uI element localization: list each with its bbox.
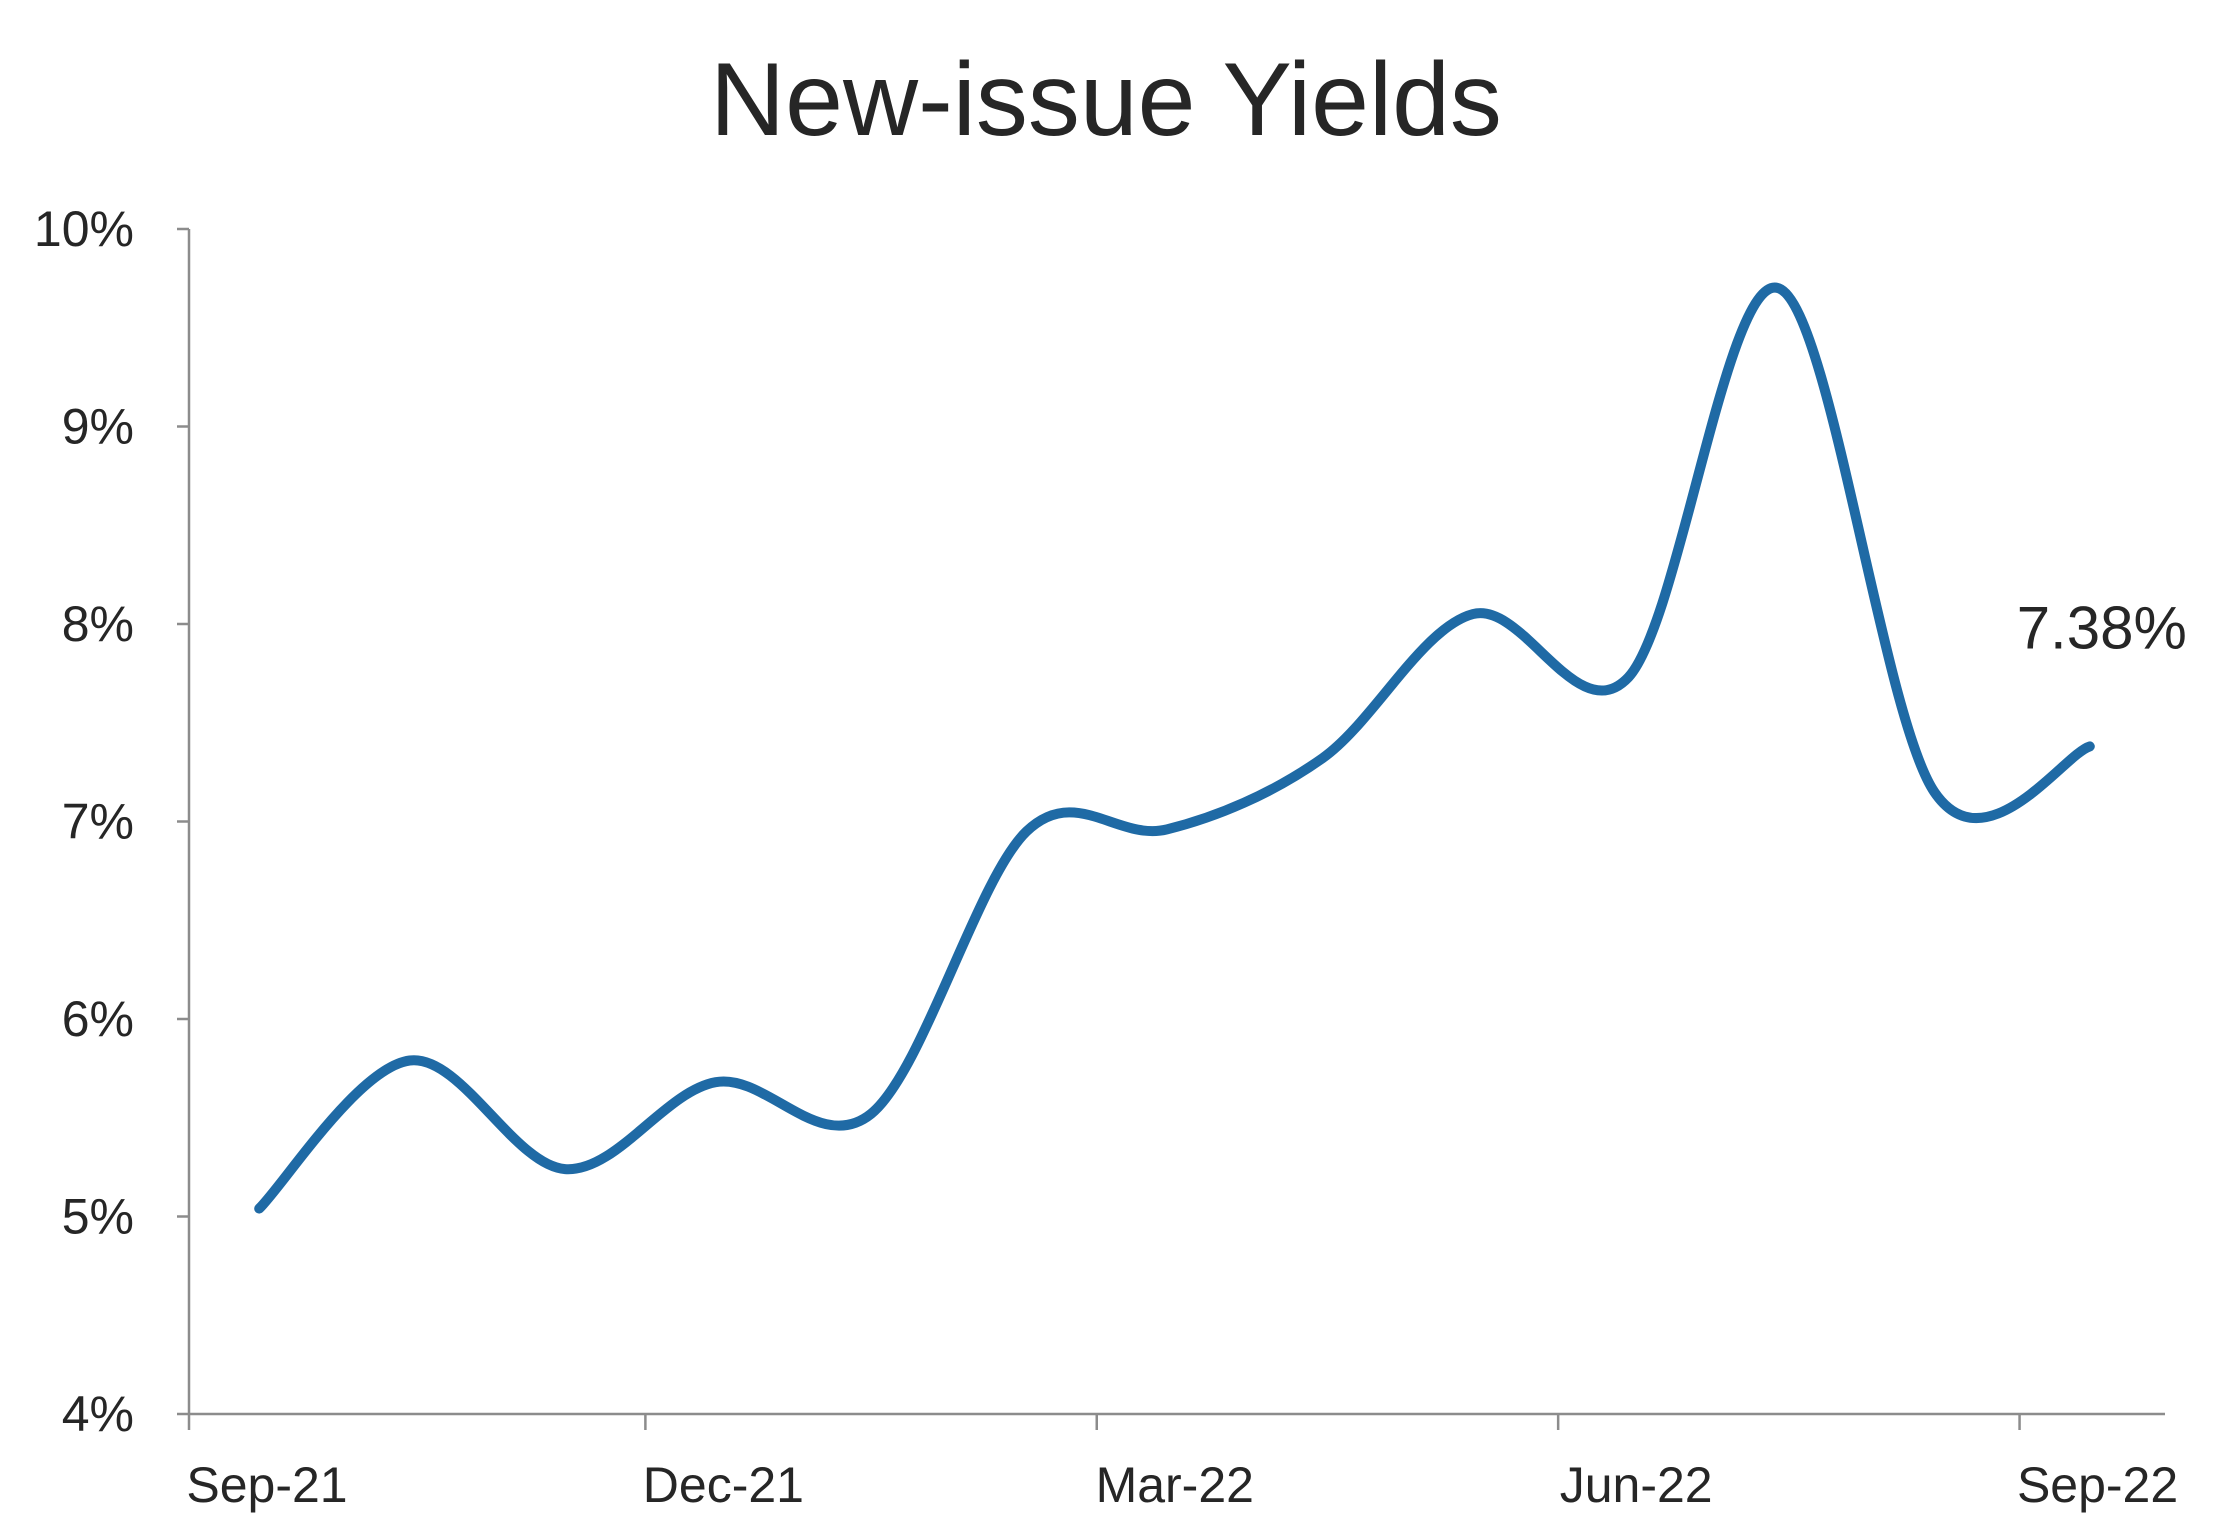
y-tick-label: 8% bbox=[62, 596, 134, 652]
y-tick-label: 10% bbox=[34, 201, 134, 257]
data-point bbox=[1933, 791, 1935, 793]
y-tick-label: 5% bbox=[62, 1189, 134, 1245]
x-tick-label: Sep-22 bbox=[2017, 1457, 2178, 1513]
data-point bbox=[564, 1168, 566, 1170]
data-point bbox=[870, 1113, 872, 1115]
data-point bbox=[1778, 287, 1780, 289]
data-point bbox=[258, 1208, 260, 1210]
series-line bbox=[254, 282, 2095, 1214]
data-point bbox=[409, 1059, 411, 1061]
data-label: 7.38% bbox=[2017, 594, 2187, 661]
x-tick-label: Mar-22 bbox=[1096, 1457, 1254, 1513]
data-point bbox=[1166, 828, 1168, 830]
data-point bbox=[1026, 830, 1028, 832]
x-tick-label: Sep-21 bbox=[186, 1457, 347, 1513]
x-tick-label: Dec-21 bbox=[643, 1457, 804, 1513]
data-point bbox=[1627, 676, 1629, 678]
y-tick-label: 9% bbox=[62, 399, 134, 455]
chart-title: New-issue Yields bbox=[710, 42, 1502, 158]
data-point bbox=[715, 1081, 717, 1083]
plot-area: 4% 5% 6% 7% 8% 9% 10% Sep-21 Dec-21 Mar-22 Jun-22 S… bbox=[34, 201, 2187, 1513]
y-tick-label: 4% bbox=[62, 1386, 134, 1442]
y-tick-label: 6% bbox=[62, 991, 134, 1047]
y-tick-label: 7% bbox=[62, 794, 134, 850]
data-point bbox=[2089, 745, 2091, 747]
data-point bbox=[1321, 757, 1323, 759]
x-tick-label: Jun-22 bbox=[1560, 1457, 1713, 1513]
data-point bbox=[1472, 613, 1474, 615]
